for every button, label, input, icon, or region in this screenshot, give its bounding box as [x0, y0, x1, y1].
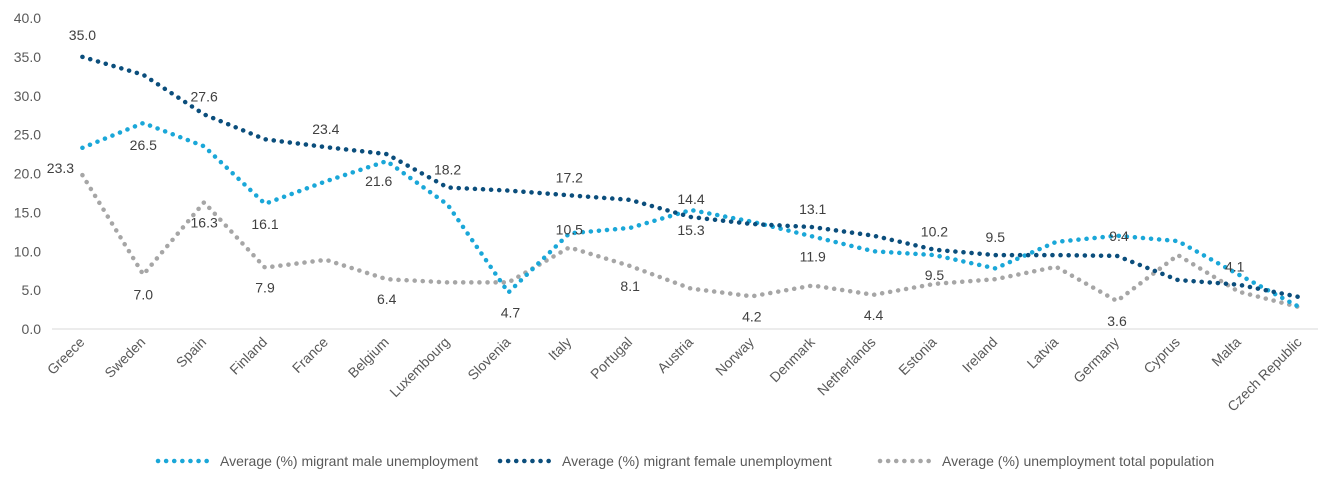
data-label: 16.1	[251, 216, 278, 232]
x-tick-label: Malta	[1208, 334, 1244, 370]
data-label: 3.6	[1107, 313, 1127, 329]
y-tick-label: 15.0	[14, 204, 41, 220]
series-layer	[80, 54, 1302, 310]
data-label: 8.1	[620, 278, 640, 294]
legend-label-2: Average (%) migrant female unemployment	[562, 453, 832, 469]
data-label: 15.3	[677, 222, 704, 238]
data-label: 7.9	[255, 280, 275, 296]
x-tick-label: Sweden	[101, 334, 148, 381]
y-tick-label: 35.0	[14, 49, 41, 65]
y-tick-label: 25.0	[14, 127, 41, 143]
y-tick-label: 5.0	[22, 282, 42, 298]
x-tick-label: Greece	[44, 334, 88, 378]
legend-label-3: Average (%) unemployment total populatio…	[942, 453, 1214, 469]
data-label: 14.4	[677, 191, 704, 207]
series-line-3	[80, 172, 1302, 310]
data-label: 23.3	[47, 160, 74, 176]
x-tick-label: Spain	[173, 334, 210, 371]
legend-label-1: Average (%) migrant male unemployment	[220, 453, 478, 469]
series-line-1	[80, 120, 1302, 310]
x-tick-label: Austria	[654, 334, 696, 376]
data-label: 11.9	[800, 248, 826, 264]
data-label: 35.0	[69, 27, 96, 43]
x-tick-label: France	[289, 334, 331, 376]
data-label: 6.4	[377, 291, 397, 307]
x-tick-label: Portugal	[587, 334, 635, 382]
legend: Average (%) migrant male unemployment Ave…	[155, 453, 1214, 469]
x-tick-label: Netherlands	[814, 334, 879, 399]
x-tick-label: Finland	[226, 334, 270, 378]
data-label: 13.1	[799, 201, 826, 217]
data-label: 9.4	[1109, 228, 1129, 244]
y-tick-label: 0.0	[22, 321, 42, 337]
data-label: 10.2	[921, 224, 948, 240]
data-label: 17.2	[556, 169, 583, 185]
data-label: 4.2	[742, 308, 762, 324]
data-label: 21.6	[365, 173, 392, 189]
data-label: 4.4	[864, 307, 884, 323]
x-tick-label: Norway	[712, 334, 757, 379]
data-label: 7.0	[134, 287, 154, 303]
data-label: 4.1	[1225, 259, 1245, 275]
data-label: 27.6	[191, 88, 218, 104]
y-tick-label: 30.0	[14, 88, 41, 104]
x-tick-label: Slovenia	[464, 334, 513, 383]
data-label: 10.5	[556, 221, 583, 237]
data-label: 16.3	[191, 214, 218, 230]
data-label: 23.4	[312, 121, 339, 137]
x-tick-label: Luxembourg	[386, 334, 452, 400]
axis-layer: 0.0 5.0 10.0 15.0 20.0 25.0 30.0 35.0 40.0 Greece…	[14, 10, 1318, 414]
data-label: 9.5	[986, 229, 1006, 245]
y-tick-label: 10.0	[14, 243, 41, 259]
x-tick-label: Denmark	[766, 333, 818, 385]
x-tick-label: Belgium	[345, 334, 392, 381]
data-label: 26.5	[130, 137, 157, 153]
x-tick-label: Estonia	[895, 334, 939, 378]
series-line-2	[80, 54, 1302, 300]
x-tick-label: Latvia	[1024, 334, 1062, 372]
data-label-layer: 35.0 23.3 26.5 7.0 27.6 16.3 16.1 7.9 23.4 21.6 6.…	[47, 27, 1245, 329]
y-tick-label: 40.0	[14, 10, 41, 26]
data-label: 4.7	[501, 304, 521, 320]
data-label: 18.2	[434, 161, 461, 177]
x-tick-label: Ireland	[959, 334, 1001, 376]
x-tick-label: Germany	[1070, 334, 1122, 386]
y-tick-label: 20.0	[14, 166, 41, 182]
data-label: 9.5	[925, 267, 945, 283]
x-tick-label: Italy	[545, 334, 574, 363]
x-tick-label: Cyprus	[1140, 334, 1183, 377]
